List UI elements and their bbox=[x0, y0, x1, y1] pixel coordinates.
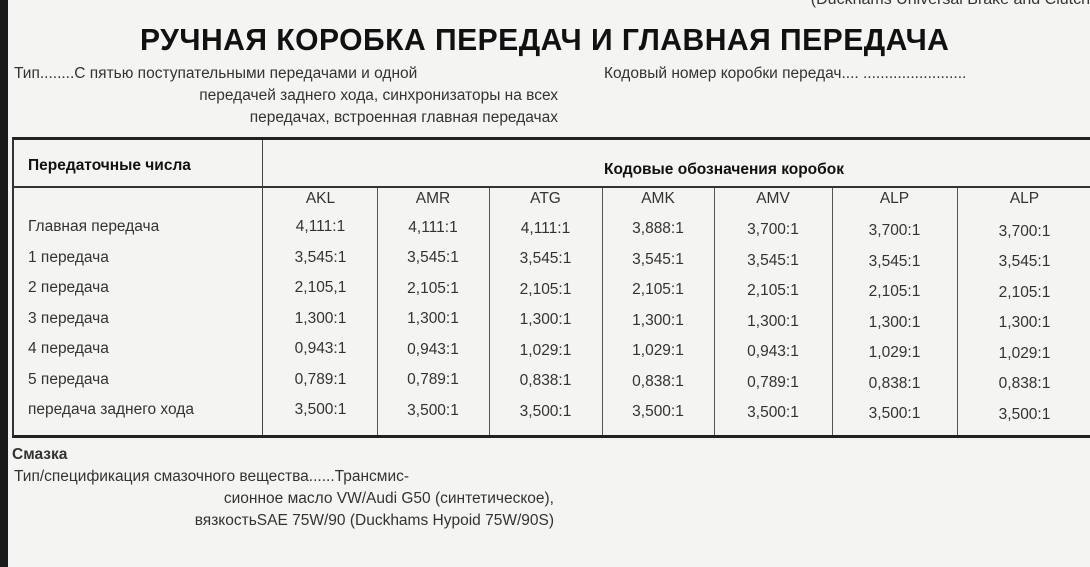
lubrication-line3: вязкостьSAE 75W/90 (Duckhams Hypoid 75W/… bbox=[194, 512, 554, 529]
ratio-cell: 4,111:1 bbox=[520, 219, 571, 237]
type-spec-line3: передачах, встроенная главная передачах bbox=[249, 109, 558, 126]
ratio-cell: 0,838:1 bbox=[632, 372, 684, 390]
row-label: 4 передача bbox=[28, 340, 109, 357]
ratio-cell: 1,300:1 bbox=[747, 312, 799, 330]
scan-edge bbox=[0, 0, 8, 567]
ratio-cell: 1,300:1 bbox=[407, 310, 459, 328]
ratio-cell: 0,838:1 bbox=[519, 372, 572, 390]
ratio-cell: 3,500:1 bbox=[294, 401, 347, 418]
ratio-cell: 1,029:1 bbox=[519, 341, 572, 359]
ratio-cell: 3,500:1 bbox=[407, 401, 459, 419]
ratio-cell: 2,105:1 bbox=[868, 283, 921, 300]
code-header-3: AMK bbox=[641, 190, 675, 207]
ratio-cell: 2,105:1 bbox=[747, 282, 799, 300]
ratio-cell: 3,545:1 bbox=[998, 253, 1051, 271]
ratio-cell: 4,111:1 bbox=[408, 218, 458, 236]
ratio-cell: 3,545:1 bbox=[868, 252, 921, 270]
ratio-cell: 1,300:1 bbox=[294, 309, 347, 327]
column-divider bbox=[714, 188, 715, 435]
lubrication-heading: Смазка bbox=[12, 446, 68, 463]
ratio-cell: 1,029:1 bbox=[632, 342, 684, 360]
page-title: РУЧНАЯ КОРОБКА ПЕРЕДАЧ И ГЛАВНАЯ ПЕРЕДАЧ… bbox=[140, 22, 950, 57]
lubrication-line2: сионное масло VW/Audi G50 (синтетическое… bbox=[223, 490, 554, 507]
ratio-cell: 0,789:1 bbox=[407, 371, 459, 389]
ratio-cell: 3,545:1 bbox=[294, 248, 347, 266]
label-header: Передаточные числа bbox=[28, 157, 191, 174]
ratio-cell: 1,300:1 bbox=[632, 311, 684, 329]
row-label: 3 передача bbox=[28, 309, 109, 327]
ratio-cell: 3,500:1 bbox=[747, 404, 799, 422]
header-fragment: (Duckhams Universal Brake and Clutch bbox=[811, 0, 1090, 9]
ratio-cell: 3,545:1 bbox=[519, 250, 572, 268]
lubrication-line1: Тип/спецификация смазочного вещества....… bbox=[14, 468, 410, 485]
code-header-6: ALP bbox=[1009, 190, 1040, 207]
ratio-cell: 2,105,1 bbox=[294, 279, 347, 296]
label-column-divider bbox=[262, 140, 263, 435]
code-header-2: ATG bbox=[530, 190, 561, 207]
ratio-cell: 0,789:1 bbox=[294, 370, 347, 388]
ratio-cell: 4,111:1 bbox=[295, 218, 346, 235]
ratio-cell: 1,300:1 bbox=[519, 311, 572, 329]
header-divider bbox=[14, 186, 1090, 188]
ratio-cell: 3,545:1 bbox=[407, 249, 459, 267]
ratio-cell: 2,105:1 bbox=[998, 283, 1051, 301]
ratio-cell: 2,105:1 bbox=[519, 280, 572, 298]
row-label: Главная передача bbox=[28, 218, 160, 235]
ratio-cell: 2,105:1 bbox=[632, 281, 684, 299]
ratio-cell: 3,700:1 bbox=[747, 221, 799, 239]
code-header-4: AMV bbox=[756, 190, 790, 207]
ratio-cell: 3,500:1 bbox=[868, 405, 921, 422]
ratio-cell: 1,029:1 bbox=[998, 344, 1051, 362]
gearbox-code-number: Кодовый номер коробки передач.... ......… bbox=[604, 65, 967, 82]
ratio-cell: 3,700:1 bbox=[998, 222, 1051, 240]
ratio-cell: 1,029:1 bbox=[868, 344, 921, 361]
ratio-cell: 2,105:1 bbox=[407, 279, 459, 297]
ratio-cell: 3,500:1 bbox=[998, 405, 1051, 423]
ratio-cell: 0,838:1 bbox=[998, 375, 1051, 393]
ratio-cell: 1,300:1 bbox=[868, 313, 921, 331]
row-label: передача заднего хода bbox=[28, 401, 194, 418]
ratio-cell: 0,943:1 bbox=[294, 340, 347, 357]
row-label: 5 передача bbox=[28, 370, 109, 388]
ratio-cell: 1,300:1 bbox=[998, 314, 1051, 332]
type-spec-line2: передачей заднего хода, синхронизаторы н… bbox=[199, 87, 558, 104]
ratio-cell: 3,545:1 bbox=[747, 251, 799, 269]
ratio-cell: 0,838:1 bbox=[868, 374, 921, 392]
ratio-cell: 0,789:1 bbox=[747, 373, 799, 391]
column-divider bbox=[377, 188, 378, 435]
ratio-cell: 3,500:1 bbox=[519, 402, 572, 420]
type-spec-line1: Тип........С пятью поступательными перед… bbox=[14, 65, 418, 82]
row-label: 1 передача bbox=[28, 248, 109, 266]
column-divider bbox=[489, 188, 490, 435]
code-header-1: AMR bbox=[415, 190, 451, 207]
column-divider bbox=[832, 188, 833, 435]
column-divider bbox=[602, 188, 603, 435]
ratio-cell: 3,888:1 bbox=[632, 220, 684, 238]
code-header-0: AKL bbox=[305, 190, 336, 207]
ratio-cell: 3,545:1 bbox=[632, 250, 684, 268]
column-divider bbox=[957, 188, 958, 435]
gear-ratio-table: Передаточные числа Кодовые обозначения к… bbox=[12, 137, 1090, 438]
codes-header: Кодовые обозначения коробок bbox=[604, 161, 844, 178]
ratio-cell: 3,700:1 bbox=[868, 222, 921, 239]
ratio-cell: 0,943:1 bbox=[407, 340, 459, 358]
row-label: 2 передача bbox=[28, 279, 109, 296]
ratio-cell: 0,943:1 bbox=[747, 343, 799, 361]
code-header-5: ALP bbox=[879, 190, 910, 207]
ratio-cell: 3,500:1 bbox=[632, 403, 684, 421]
